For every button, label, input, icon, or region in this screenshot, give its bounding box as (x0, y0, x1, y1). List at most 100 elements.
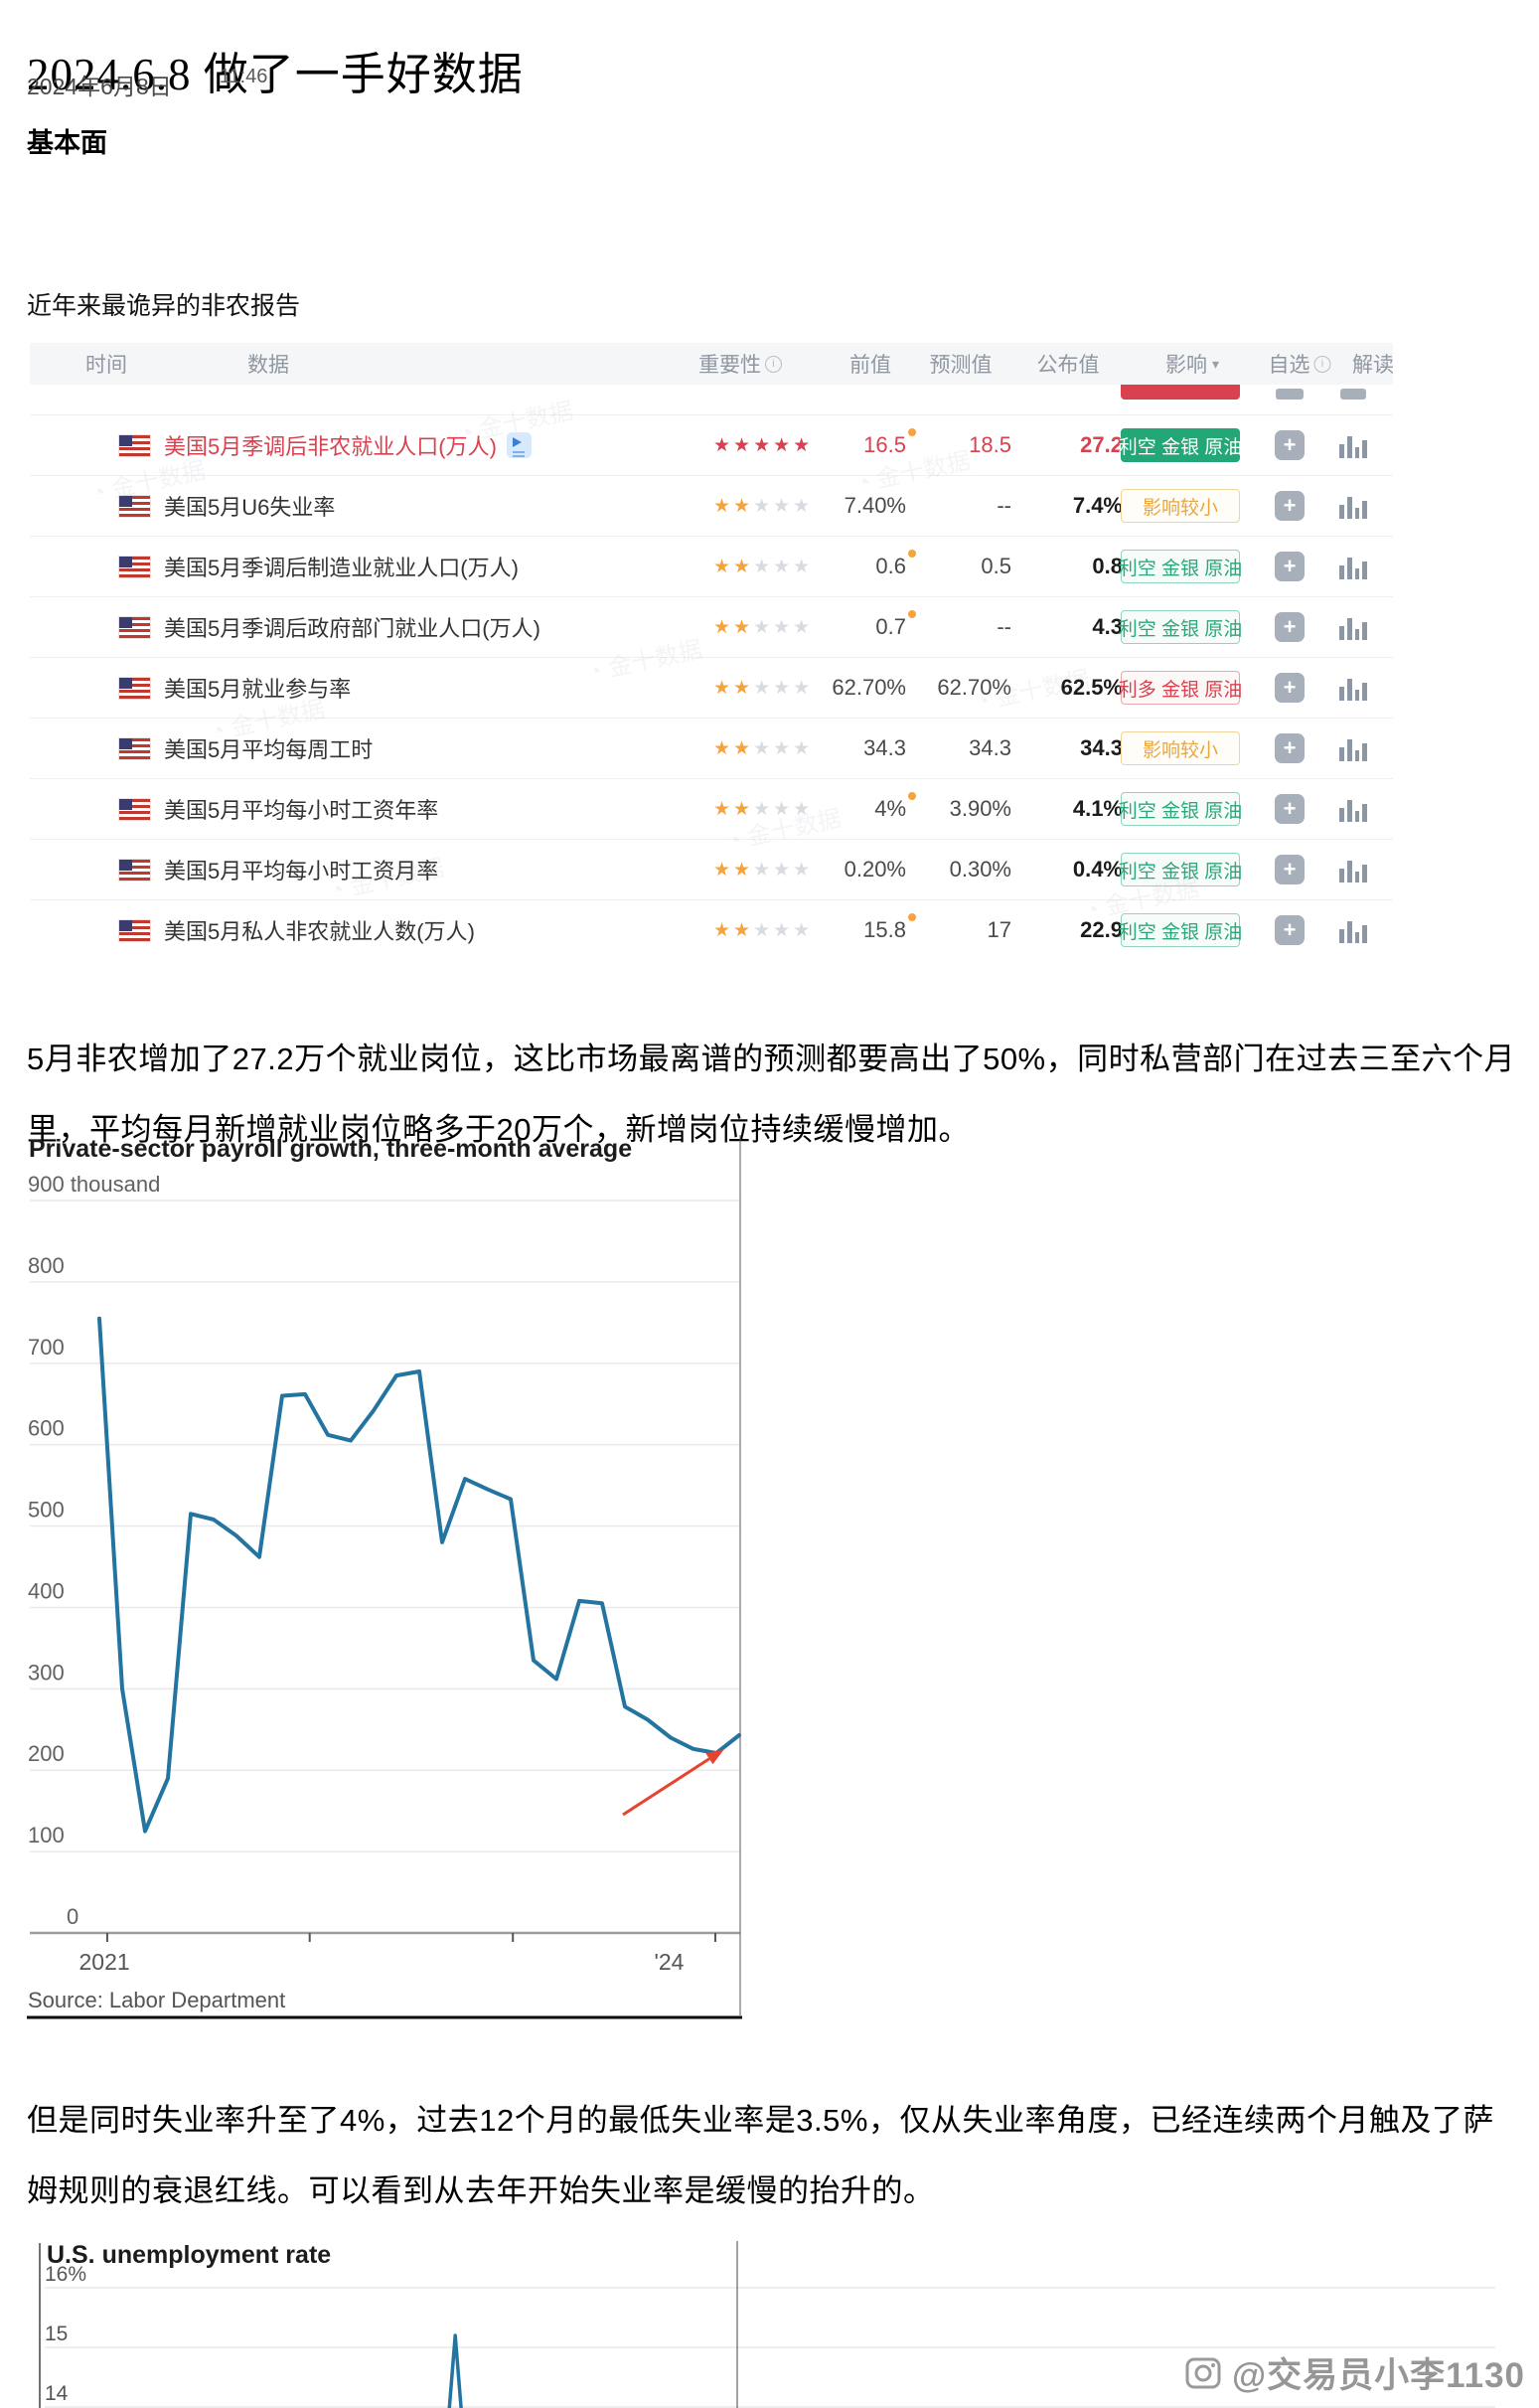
add-watchlist-button[interactable]: + (1275, 733, 1305, 763)
col-header-data: 数据 (247, 354, 289, 377)
chart-icon[interactable] (1339, 917, 1367, 943)
chart-icon[interactable] (1339, 796, 1367, 822)
actual-value: 22.9 (1080, 917, 1123, 942)
impact-badge: 利空 金银 原油 (1119, 428, 1242, 462)
chart-icon[interactable] (1339, 493, 1367, 519)
chart-icon[interactable] (1339, 554, 1367, 579)
us-flag-icon (119, 799, 150, 820)
chart-icon[interactable] (1339, 735, 1367, 761)
us-flag-icon (119, 860, 150, 881)
previous-value: 62.70% (727, 658, 906, 718)
revision-dot-icon (908, 550, 916, 558)
table-row[interactable]: 美国5月U6失业率 ★★ ★★★ 7.40% -- 7.4% 影响较小 + (30, 475, 1393, 536)
bar (1346, 618, 1352, 640)
chart-icon-fragment[interactable] (1340, 389, 1366, 400)
add-watchlist-button[interactable]: + (1275, 673, 1305, 703)
row-name: 美国5月U6失业率 (164, 476, 335, 536)
previous-value: 0.7 (727, 597, 916, 657)
add-watchlist-button-fragment[interactable] (1276, 389, 1304, 400)
article-time: 11:46 (219, 66, 268, 87)
author-logo-icon (1185, 2357, 1221, 2388)
svg-text:400: 400 (28, 1578, 65, 1603)
table-row[interactable]: 美国5月季调后政府部门就业人口(万人) ★★ ★★★ 0.7 -- 4.3 利空 金银 原油… (30, 596, 1393, 657)
chart-icon[interactable] (1339, 675, 1367, 701)
impact-badge: 利空 金银 原油 (1119, 913, 1242, 947)
table-row[interactable]: 美国5月季调后制造业就业人口(万人) ★★ ★★★ 0.6 0.5 0.8 利空 金银 原油… (30, 536, 1393, 596)
add-watchlist-button[interactable]: + (1275, 430, 1305, 460)
impact-badge: 利多 金银 原油 (1119, 671, 1242, 705)
table-row[interactable]: 美国5月平均每小时工资月率 ★★ ★★★ 0.20% 0.30% 0.4% 利空 金银 原油… (30, 839, 1393, 899)
forecast-value: 62.70% (937, 675, 1011, 700)
trend-arrow-head (705, 1749, 724, 1765)
bar (1362, 501, 1367, 519)
svg-text:2021: 2021 (78, 1949, 129, 1975)
add-watchlist-button[interactable]: + (1275, 491, 1305, 521)
stars-empty: ★★★ (753, 616, 814, 638)
forecast-value: -- (997, 493, 1011, 518)
svg-text:900 thousand: 900 thousand (28, 1172, 160, 1197)
star-rating: ★★★★★ (713, 476, 813, 536)
previous-value-text: 0.7 (875, 610, 916, 640)
star-rating: ★★★★★ (713, 900, 813, 960)
table-row[interactable]: 美国5月平均每小时工资年率 ★★ ★★★ 4% 3.90% 4.1% 利空 金银 原油 + (30, 778, 1393, 839)
svg-text:200: 200 (28, 1741, 65, 1766)
star-rating: ★★★★★ (713, 719, 813, 778)
bar (1339, 687, 1344, 701)
stars-empty: ★★★ (753, 556, 814, 577)
chart-icon[interactable] (1339, 857, 1367, 883)
unemployment-chart: U.S. unemployment rate 16% 15 14 (27, 2241, 1517, 2408)
row-name-text: 美国5月平均每周工时 (164, 737, 374, 762)
row-name: 美国5月平均每周工时 (164, 719, 373, 778)
actual-value: 7.4% (1072, 493, 1123, 518)
row-name-text: 美国5月私人非农就业人数(万人) (164, 919, 475, 944)
table-row[interactable]: 美国5月季调后非农就业人口(万人) ★★★★★ 16.5 18.5 27.2 利空 金银 … (30, 414, 1393, 475)
add-watchlist-button[interactable]: + (1275, 612, 1305, 642)
add-watchlist-button[interactable]: + (1275, 915, 1305, 945)
date-row: 2024年6月8日 11:46 (27, 66, 268, 101)
previous-value: 34.3 (727, 719, 906, 778)
col-header-previous: 前值 (849, 354, 891, 377)
row-name-text: 美国5月U6失业率 (164, 495, 336, 520)
table-row[interactable]: 美国5月平均每周工时 ★★ ★★★ 34.3 34.3 34.3 影响较小 + (30, 718, 1393, 778)
add-watchlist-button[interactable]: + (1275, 552, 1305, 581)
add-watchlist-button[interactable]: + (1275, 855, 1305, 884)
chart-icon[interactable] (1339, 614, 1367, 640)
svg-text:0: 0 (67, 1904, 78, 1929)
svg-text:100: 100 (28, 1823, 65, 1847)
svg-text:600: 600 (28, 1416, 65, 1441)
bar (1339, 929, 1344, 943)
impact-badge: 利空 金银 原油 (1119, 792, 1242, 826)
filter-dropdown-icon: ▾ (1211, 355, 1220, 372)
star-rating: ★★★★★ (713, 415, 813, 475)
impact-badge: 影响较小 (1121, 489, 1240, 523)
svg-text:300: 300 (28, 1660, 65, 1685)
info-icon[interactable]: i (1313, 355, 1331, 373)
chart-icon[interactable] (1339, 432, 1367, 458)
table-row[interactable]: 美国5月私人非农就业人数(万人) ★★ ★★★ 15.8 17 22.9 利空 金银 原油 + (30, 899, 1393, 960)
author-watermark: @交易员小李1130 (1184, 2347, 1525, 2398)
row-name: 美国5月季调后非农就业人口(万人) (164, 415, 532, 475)
bar (1346, 861, 1352, 883)
intro-line: 近年来最诡异的非农报告 (27, 292, 301, 320)
previous-value: 16.5 (727, 415, 916, 475)
col-header-forecast: 预测值 (929, 354, 993, 377)
stars-empty: ★★★ (753, 859, 814, 881)
info-icon[interactable]: i (765, 355, 782, 373)
col-header-actual: 公布值 (1036, 354, 1100, 377)
row-name: 美国5月平均每小时工资年率 (164, 779, 438, 839)
video-interpret-icon[interactable] (506, 432, 532, 458)
table-row[interactable]: 美国5月就业参与率 ★★ ★★★ 62.70% 62.70% 62.5% 利多 金银 原油 + (30, 657, 1393, 718)
revision-dot-icon (908, 792, 916, 800)
stars-empty: ★★★ (753, 919, 814, 941)
svg-text:'24: '24 (655, 1949, 685, 1975)
col-header-impact[interactable]: 影响 ▾ (1164, 354, 1220, 377)
bar (1362, 562, 1367, 579)
impact-badge: 利空 金银 原油 (1119, 610, 1242, 644)
bar (1354, 932, 1360, 943)
row-name-text: 美国5月季调后制造业就业人口(万人) (164, 556, 519, 580)
bar (1339, 626, 1344, 640)
add-watchlist-button[interactable]: + (1275, 794, 1305, 824)
bar (1346, 679, 1352, 701)
us-flag-icon (119, 920, 150, 941)
